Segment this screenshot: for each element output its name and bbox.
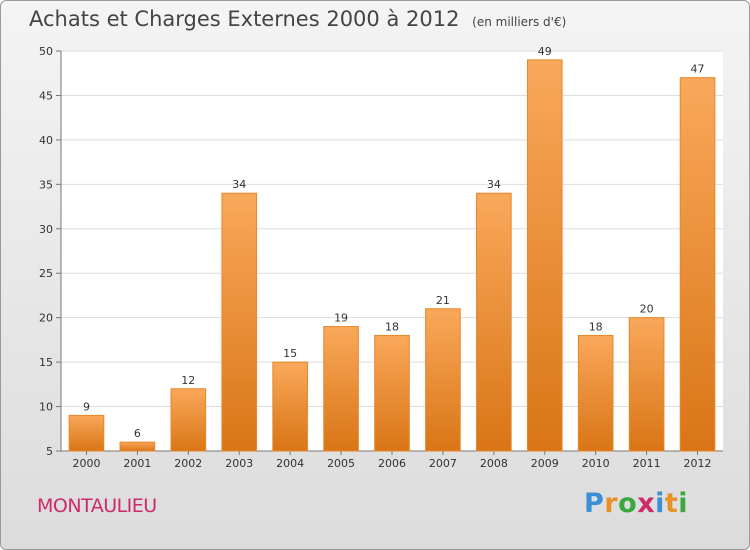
bar-value-label: 6 — [134, 427, 141, 440]
bar — [526, 59, 563, 452]
bar-value-label: 47 — [691, 63, 705, 76]
bar-value-label: 18 — [589, 320, 603, 333]
proxiti-logo: Proxiti — [584, 488, 688, 519]
y-tick-label: 5 — [46, 445, 53, 458]
x-tick-label: 2010 — [582, 457, 610, 470]
bar — [323, 326, 359, 452]
y-tick-label: 50 — [39, 45, 53, 58]
y-tick-label: 40 — [39, 134, 53, 147]
bar — [425, 308, 461, 452]
y-tick-label: 35 — [39, 178, 53, 191]
logo-letter: r — [604, 488, 619, 519]
bar — [679, 77, 716, 452]
logo-letter: i — [678, 488, 689, 519]
bar-value-label: 34 — [487, 178, 501, 191]
y-tick-label: 45 — [39, 89, 53, 102]
bar-value-label: 49 — [538, 45, 552, 58]
x-tick-label: 2012 — [684, 457, 712, 470]
logo-letter: i — [655, 488, 665, 519]
x-tick-label: 2004 — [276, 457, 304, 470]
bar-value-label: 21 — [436, 294, 450, 307]
bar — [374, 334, 410, 452]
bar-value-label: 19 — [334, 312, 348, 325]
bar — [221, 192, 258, 452]
x-tick-label: 2006 — [378, 457, 406, 470]
x-tick-label: 2001 — [123, 457, 151, 470]
x-tick-label: 2000 — [72, 457, 100, 470]
logo-letter: P — [584, 488, 605, 519]
bar-value-label: 18 — [385, 320, 399, 333]
y-tick-label: 30 — [39, 223, 53, 236]
x-tick-label: 2011 — [633, 457, 661, 470]
bar-value-label: 9 — [83, 400, 90, 413]
bar-value-label: 20 — [640, 303, 654, 316]
x-tick-label: 2007 — [429, 457, 457, 470]
x-tick-label: 2005 — [327, 457, 355, 470]
chart-title: Achats et Charges Externes 2000 à 2012 (… — [29, 7, 566, 31]
y-tick-label: 15 — [39, 356, 53, 369]
chart-subtitle: (en milliers d'€) — [472, 15, 567, 29]
y-tick-label: 20 — [39, 312, 53, 325]
bar-value-label: 34 — [232, 178, 246, 191]
bar — [577, 334, 614, 452]
bar — [119, 441, 156, 452]
bar-value-label: 12 — [181, 374, 195, 387]
logo-letter: x — [637, 488, 656, 519]
x-tick-label: 2002 — [174, 457, 202, 470]
x-tick-label: 2009 — [531, 457, 559, 470]
bar — [68, 414, 105, 452]
x-tick-label: 2008 — [480, 457, 508, 470]
y-tick-label: 10 — [39, 401, 53, 414]
commune-name: MONTAULIEU — [37, 495, 157, 517]
logo-letter: t — [664, 488, 679, 519]
bar — [272, 361, 308, 452]
y-tick-label: 25 — [39, 267, 53, 280]
x-tick-label: 2003 — [225, 457, 253, 470]
logo-letter: o — [618, 488, 638, 519]
bar — [476, 192, 512, 452]
bar-value-label: 15 — [283, 347, 297, 360]
bar — [628, 317, 665, 452]
bar — [170, 388, 207, 452]
chart-title-text: Achats et Charges Externes 2000 à 2012 — [29, 7, 460, 31]
